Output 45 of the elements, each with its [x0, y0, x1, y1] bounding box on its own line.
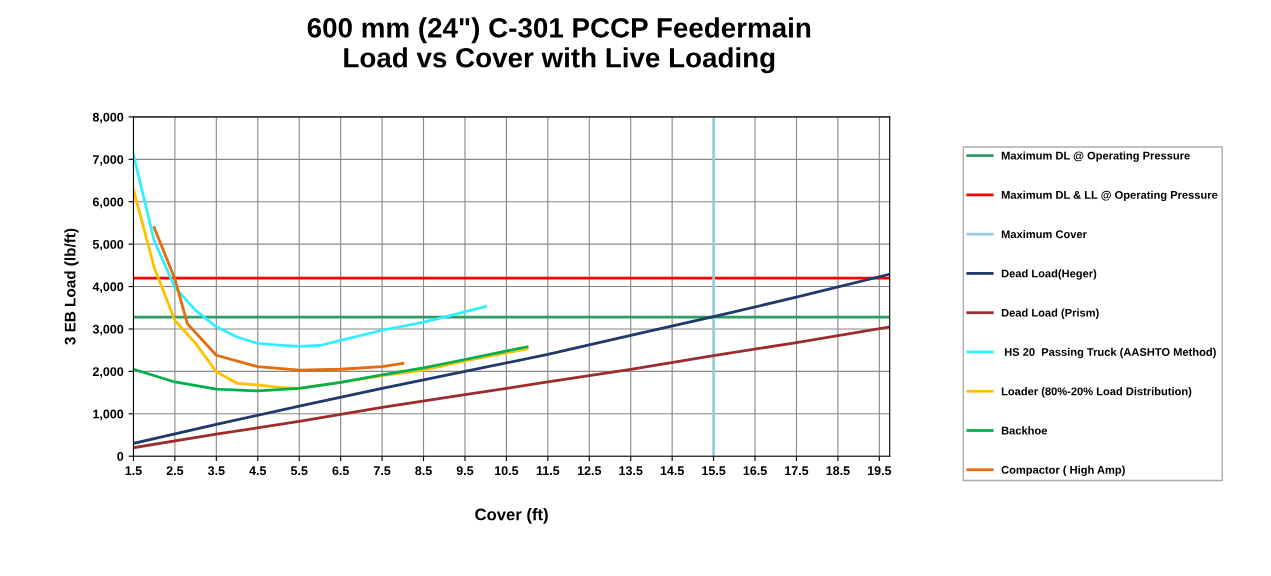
x-tick-label: 14.5 [660, 466, 684, 476]
x-tick-label: 4.5 [249, 466, 267, 476]
x-tick-label: 7.5 [373, 466, 391, 476]
x-tick-label: 18.5 [826, 466, 850, 476]
legend-label: Maximum DL & LL @ Operating Pressure [1001, 190, 1218, 202]
line-series [133, 325, 890, 450]
x-tick-label: 15.5 [702, 466, 726, 476]
x-tick-label: 1.5 [125, 466, 142, 476]
y-tick-label: 6,000 [92, 197, 124, 209]
line-series [133, 272, 890, 445]
line-series [133, 153, 488, 348]
y-tick-label: 5,000 [92, 239, 124, 251]
x-tick-label: 3.5 [207, 466, 225, 476]
x-axis-title: Cover (ft) [475, 508, 548, 524]
chart-title: 600 mm (24") C-301 PCCP Feedermain Load vs Cover with Live Loading [307, 17, 811, 74]
x-tick-label: 5.5 [290, 466, 308, 476]
y-tick-label: 7,000 [92, 155, 124, 166]
x-tick-label: 8.5 [415, 466, 432, 476]
x-tick-label: 11.5 [536, 466, 560, 476]
x-tick-label: 19.5 [867, 466, 892, 476]
legend-label: Compactor ( High Amp) [1001, 465, 1125, 476]
x-tick-label: 13.5 [619, 466, 643, 476]
x-tick-label: 17.5 [785, 466, 809, 476]
legend-label: Dead Load(Heger) [1001, 269, 1097, 280]
legend-label: Loader (80%-20% Load Distribution) [1001, 387, 1192, 398]
legend-label: Backhoe [1001, 426, 1048, 435]
x-tick-label: 10.5 [495, 466, 519, 476]
legend-label: HS 20 Passing Truck (AASHTO Method) [1004, 347, 1216, 359]
legend-label: Dead Load (Prism) [1001, 308, 1099, 319]
line-series [152, 226, 405, 372]
y-tick-label: 3,000 [92, 324, 124, 336]
x-tick-label: 16.5 [743, 466, 767, 476]
legend-label: Maximum DL @ Operating Pressure [1001, 151, 1190, 162]
x-tick-label: 6.5 [332, 466, 349, 476]
x-tick-label: 12.5 [577, 466, 602, 476]
y-tick-label: 0 [117, 451, 124, 461]
y-tick-label: 1,000 [93, 409, 124, 421]
y-tick-label: 8,000 [92, 112, 124, 124]
line-series [133, 345, 529, 393]
x-tick-label: 2.5 [166, 466, 184, 476]
y-tick-label: 4,000 [92, 282, 124, 294]
x-tick-label: 9.5 [456, 466, 474, 476]
legend-label: Maximum Cover [1001, 230, 1087, 239]
y-axis-title: 3 EB Load (lb/ft) [64, 228, 79, 345]
y-tick-label: 2,000 [92, 367, 124, 378]
